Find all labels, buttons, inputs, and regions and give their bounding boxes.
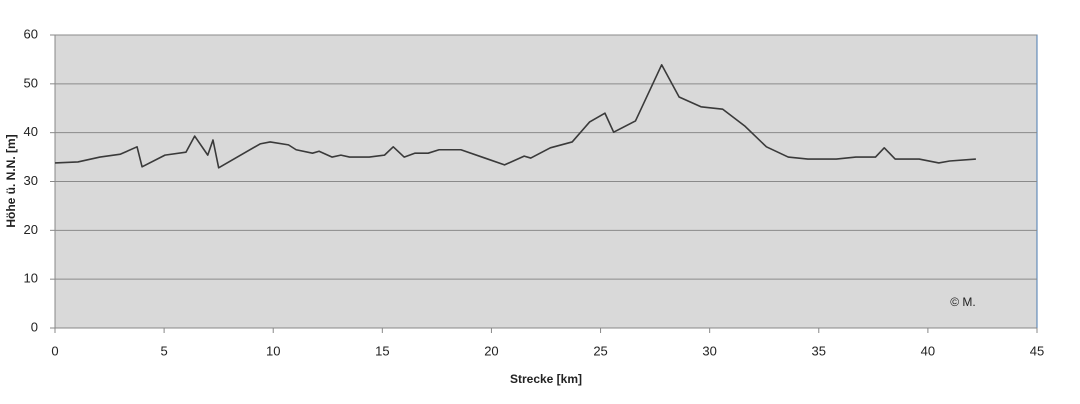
x-tick-label: 35 <box>812 343 826 358</box>
y-tick-label: 40 <box>24 124 38 139</box>
x-tick-label: 10 <box>266 343 280 358</box>
y-tick-label: 30 <box>24 173 38 188</box>
x-tick-label: 0 <box>51 343 58 358</box>
x-tick-label: 30 <box>702 343 716 358</box>
y-axis-label: Höhe ü. N.N. [m] <box>4 134 18 227</box>
x-tick-label: 5 <box>160 343 167 358</box>
elevation-line <box>54 63 976 169</box>
y-tick-label: 0 <box>31 319 38 334</box>
y-tick-label: 20 <box>24 222 38 237</box>
annotation: © M. <box>950 295 976 309</box>
x-tick-label: 25 <box>593 343 607 358</box>
x-tick-label: 45 <box>1030 343 1044 358</box>
y-tick-label: 60 <box>24 26 38 41</box>
x-tick-label: 40 <box>921 343 935 358</box>
x-tick-label: 15 <box>375 343 389 358</box>
x-axis-label: Strecke [km] <box>510 372 582 386</box>
x-tick-label: 20 <box>484 343 498 358</box>
y-tick-label: 10 <box>24 271 38 286</box>
y-tick-label: 50 <box>24 75 38 90</box>
